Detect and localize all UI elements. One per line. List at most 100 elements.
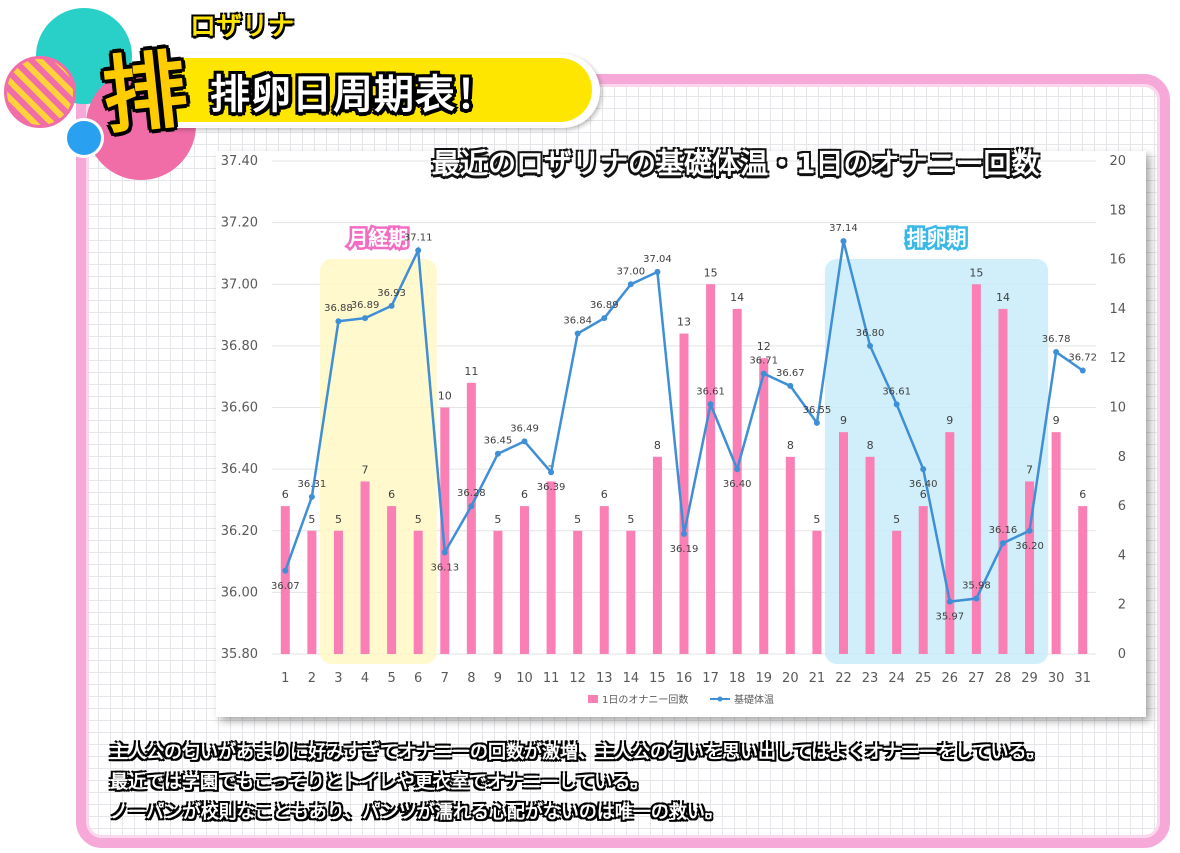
temperature-data-label: 36.28 <box>457 488 486 499</box>
temperature-point <box>946 598 953 605</box>
bar-data-label: 15 <box>704 266 718 279</box>
temperature-point <box>867 342 874 349</box>
x-tick-label: 11 <box>543 671 560 686</box>
bar <box>945 432 955 654</box>
bar-data-label: 5 <box>813 513 820 526</box>
temperature-point <box>468 503 475 510</box>
x-tick-label: 17 <box>702 671 719 686</box>
y-left-tick-label: 37.00 <box>221 277 258 292</box>
bar-data-label: 11 <box>464 365 478 378</box>
x-tick-label: 20 <box>782 671 799 686</box>
y-right-tick-label: 10 <box>1109 401 1126 416</box>
x-tick-label: 23 <box>862 671 879 686</box>
bar-data-label: 13 <box>677 316 691 329</box>
temperature-point <box>308 493 315 500</box>
temperature-data-label: 36.88 <box>324 303 353 314</box>
bar <box>466 382 476 654</box>
bar <box>785 456 795 654</box>
x-tick-label: 22 <box>835 671 852 686</box>
bar <box>865 456 875 654</box>
bar <box>971 284 981 654</box>
temperature-point <box>999 540 1006 547</box>
chart-card: 35.80 36.00 36.20 36.40 36.60 36.80 37.00 37.20… <box>216 151 1146 717</box>
temperature-data-label: 36.84 <box>563 316 592 327</box>
bar <box>280 506 290 654</box>
y-left-tick-label: 36.00 <box>221 585 258 600</box>
bar-data-label: 8 <box>787 439 794 452</box>
x-tick-label: 24 <box>888 671 905 686</box>
description-line-3: ノーパンが校則なこともあり、パンツが濡れる心配がないのは唯一の救い。 <box>110 802 723 823</box>
x-tick-label: 18 <box>729 671 746 686</box>
temperature-data-label: 36.07 <box>271 581 300 592</box>
y-right-tick-label: 0 <box>1118 647 1126 662</box>
x-tick-label: 1 <box>281 671 289 686</box>
bar-data-label: 9 <box>946 414 953 427</box>
x-tick-label: 2 <box>308 671 316 686</box>
bar <box>812 530 822 654</box>
bar-data-label: 7 <box>1026 463 1033 476</box>
bar <box>918 506 928 654</box>
temperature-point <box>920 466 927 473</box>
temperature-data-label: 36.89 <box>351 300 380 311</box>
temperature-point <box>574 330 581 337</box>
temperature-point <box>681 530 687 537</box>
temperature-point <box>282 567 289 574</box>
bar-data-label: 5 <box>494 513 501 526</box>
legend-bar-swatch <box>588 695 598 703</box>
temperature-data-label: 37.04 <box>643 254 672 265</box>
bar <box>1078 506 1088 654</box>
y-right-tick-label: 4 <box>1118 548 1126 563</box>
temperature-data-label: 37.14 <box>829 223 858 234</box>
striped-circle-decoration <box>4 56 76 128</box>
x-tick-label: 25 <box>915 671 932 686</box>
x-tick-label: 4 <box>361 671 369 686</box>
blue-dot-decoration <box>64 118 104 158</box>
temperature-data-label: 36.40 <box>909 479 938 490</box>
bar <box>998 308 1008 654</box>
bar-data-label: 5 <box>893 513 900 526</box>
temperature-point <box>654 268 661 275</box>
temperature-point <box>441 549 448 556</box>
y-right-tick-label: 8 <box>1118 450 1126 465</box>
temperature-data-label: 36.71 <box>749 356 778 367</box>
temperature-point <box>494 450 501 457</box>
bar <box>1051 432 1061 654</box>
bar-data-label: 7 <box>362 463 369 476</box>
bar <box>573 530 583 654</box>
combo-chart: 35.80 36.00 36.20 36.40 36.60 36.80 37.00 37.20… <box>221 154 1126 706</box>
temperature-data-label: 35.97 <box>935 612 964 623</box>
description-line-1: 主人公の匂いがあまりに好みすぎてオナニーの回数が激増、主人公の匂いを思い出しては… <box>110 742 1045 763</box>
temperature-data-label: 35.98 <box>962 581 991 592</box>
menstrual-zone-label: 月経期 <box>347 226 408 250</box>
temperature-data-label: 36.61 <box>696 386 725 397</box>
y-left-tick-label: 36.40 <box>221 462 258 477</box>
bar <box>520 506 530 654</box>
bar-data-label: 6 <box>1079 488 1086 501</box>
y-left-tick-label: 35.80 <box>221 647 258 662</box>
bar-data-label: 6 <box>388 488 395 501</box>
y-right-tick-label: 2 <box>1118 598 1126 613</box>
temperature-point <box>760 370 767 377</box>
temperature-data-label: 36.49 <box>510 423 539 434</box>
bar-data-label: 5 <box>627 513 634 526</box>
x-tick-label: 13 <box>596 671 613 686</box>
x-tick-label: 26 <box>942 671 959 686</box>
bar <box>759 358 769 654</box>
legend-line-marker <box>717 696 723 702</box>
temperature-data-label: 36.31 <box>298 479 327 490</box>
temperature-point <box>1053 349 1060 356</box>
bar-data-label: 5 <box>415 513 422 526</box>
temperature-data-label: 36.67 <box>776 368 805 379</box>
bar-data-label: 5 <box>308 513 315 526</box>
ovulation-zone <box>824 259 1049 664</box>
bar <box>892 530 902 654</box>
temperature-data-label: 36.72 <box>1068 353 1097 364</box>
temperature-point <box>707 401 714 408</box>
x-tick-label: 21 <box>809 671 826 686</box>
x-tick-label: 6 <box>414 671 422 686</box>
bar-data-label: 9 <box>1053 414 1060 427</box>
temperature-data-label: 37.00 <box>617 266 646 277</box>
bar-data-label: 6 <box>282 488 289 501</box>
bar <box>333 530 343 654</box>
x-tick-label: 3 <box>334 671 342 686</box>
